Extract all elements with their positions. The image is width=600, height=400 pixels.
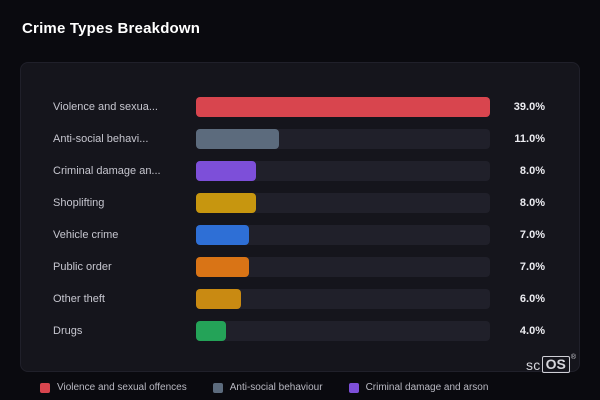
bar-fill[interactable] [196, 257, 249, 277]
category-label: Criminal damage an... [53, 165, 161, 177]
category-label: Violence and sexua... [53, 101, 158, 113]
bar-fill[interactable] [196, 129, 279, 149]
value-label: 7.0% [519, 261, 545, 273]
category-label: Public order [53, 261, 112, 273]
bar-row: Violence and sexua... 39.0% [53, 91, 545, 123]
value-label: 8.0% [519, 165, 545, 177]
legend-label: Criminal damage and arson [365, 382, 489, 393]
bar-fill[interactable] [196, 321, 227, 341]
value-label: 39.0% [513, 101, 545, 113]
bar-track [196, 97, 490, 117]
scos-logo: sc OS ® [525, 354, 576, 373]
value-label: 4.0% [519, 325, 545, 337]
value-label: 6.0% [519, 293, 545, 305]
bar-fill[interactable] [196, 225, 249, 245]
bar-track [196, 289, 490, 309]
bar-row: Drugs 4.0% [53, 315, 545, 347]
bar-fill[interactable] [196, 289, 242, 309]
bar-track [196, 225, 490, 245]
category-label: Drugs [53, 325, 83, 337]
category-label: Vehicle crime [53, 229, 119, 241]
value-label: 7.0% [519, 229, 545, 241]
value-label: 11.0% [514, 133, 545, 145]
legend-swatch-icon [40, 382, 50, 393]
value-label: 8.0% [519, 197, 545, 209]
brand-suffix: OS [541, 356, 570, 373]
bar-row: Shoplifting 8.0% [53, 187, 545, 219]
bar-track [196, 129, 490, 149]
bar-row: Vehicle crime 7.0% [53, 219, 545, 251]
bar-track [196, 257, 490, 277]
legend-swatch-icon [348, 382, 359, 393]
legend-label: Anti-social behaviour [229, 382, 323, 393]
bar-track [196, 161, 490, 181]
legend: Violence and sexual offences Anti-social … [40, 382, 488, 393]
page-title: Crime Types Breakdown [22, 20, 201, 37]
bar-track [196, 193, 490, 213]
bar-track [196, 321, 490, 341]
bar-row: Anti-social behavi... 11.0% [53, 123, 545, 155]
bar-row: Other theft 6.0% [53, 283, 545, 315]
registered-mark-icon: ® [570, 354, 576, 361]
legend-swatch-icon [212, 382, 223, 393]
bar-row: Criminal damage an... 8.0% [53, 155, 545, 187]
bar-fill[interactable] [196, 97, 490, 117]
legend-label: Violence and sexual offences [57, 382, 187, 393]
category-label: Shoplifting [53, 197, 105, 209]
bar-row: Public order 7.0% [53, 251, 545, 283]
bar-rows: Violence and sexua... 39.0% Anti-social be… [53, 91, 545, 347]
bar-fill[interactable] [196, 161, 257, 181]
category-label: Anti-social behavi... [53, 133, 149, 145]
bar-fill[interactable] [196, 193, 257, 213]
category-label: Other theft [53, 293, 105, 305]
brand-prefix: sc [525, 356, 541, 373]
legend-item[interactable]: Criminal damage and arson [348, 382, 489, 393]
chart-card: Violence and sexua... 39.0% Anti-social be… [20, 62, 580, 372]
legend-item[interactable]: Anti-social behaviour [212, 382, 323, 393]
legend-item[interactable]: Violence and sexual offences [40, 382, 187, 393]
